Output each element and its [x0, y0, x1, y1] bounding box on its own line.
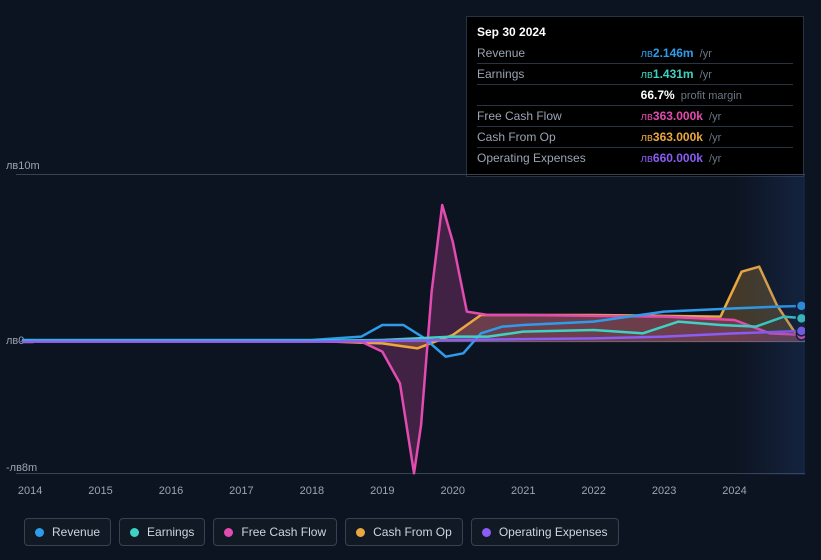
legend-label: Revenue [52, 525, 100, 539]
tooltip-row-value: 66.7% profit margin [641, 85, 793, 106]
legend-item-earnings[interactable]: Earnings [119, 518, 205, 546]
xaxis-tick: 2024 [722, 485, 746, 497]
legend-label: Earnings [147, 525, 194, 539]
data-tooltip: Sep 30 2024 Revenueлв2.146m /yrEarningsл… [466, 16, 804, 177]
legend-item-free_cash_flow[interactable]: Free Cash Flow [213, 518, 337, 546]
xaxis-tick: 2023 [652, 485, 676, 497]
legend-dot-icon [224, 528, 233, 537]
legend-dot-icon [130, 528, 139, 537]
plot-svg [16, 175, 805, 475]
legend-dot-icon [35, 528, 44, 537]
tooltip-row-label: Cash From Op [477, 127, 641, 148]
x-axis: 2014 2015 2016 2017 2018 2019 2020 2021 2022 2023… [16, 485, 805, 503]
xaxis-tick: 2019 [370, 485, 394, 497]
xaxis-tick: 2022 [581, 485, 605, 497]
legend-item-revenue[interactable]: Revenue [24, 518, 111, 546]
tooltip-row-label: Free Cash Flow [477, 106, 641, 127]
xaxis-tick: 2020 [441, 485, 465, 497]
xaxis-tick: 2015 [88, 485, 112, 497]
legend-dot-icon [482, 528, 491, 537]
tooltip-row-label: Earnings [477, 64, 641, 85]
tooltip-table: Revenueлв2.146m /yrEarningsлв1.431m /yr6… [477, 43, 793, 168]
tooltip-row-value: лв2.146m /yr [641, 43, 793, 64]
legend-label: Cash From Op [373, 525, 452, 539]
tooltip-date: Sep 30 2024 [477, 25, 793, 43]
xaxis-tick: 2017 [229, 485, 253, 497]
tooltip-row: Free Cash Flowлв363.000k /yr [477, 106, 793, 127]
xaxis-tick: 2014 [18, 485, 42, 497]
tooltip-row: Earningsлв1.431m /yr [477, 64, 793, 85]
legend-dot-icon [356, 528, 365, 537]
legend-label: Operating Expenses [499, 525, 608, 539]
xaxis-tick: 2016 [159, 485, 183, 497]
chart [16, 160, 805, 500]
legend-item-cash_from_op[interactable]: Cash From Op [345, 518, 463, 546]
tooltip-row-label [477, 85, 641, 106]
xaxis-tick: 2021 [511, 485, 535, 497]
legend-label: Free Cash Flow [241, 525, 326, 539]
tooltip-row-value: лв1.431m /yr [641, 64, 793, 85]
tooltip-row: 66.7% profit margin [477, 85, 793, 106]
legend: Revenue Earnings Free Cash Flow Cash From O… [24, 518, 619, 546]
legend-item-operating_expenses[interactable]: Operating Expenses [471, 518, 619, 546]
tooltip-row-label: Revenue [477, 43, 641, 64]
tooltip-row-value: лв363.000k /yr [641, 106, 793, 127]
plot-area[interactable] [16, 174, 805, 474]
tooltip-row: Revenueлв2.146m /yr [477, 43, 793, 64]
tooltip-row-value: лв363.000k /yr [641, 127, 793, 148]
tooltip-row: Cash From Opлв363.000k /yr [477, 127, 793, 148]
xaxis-tick: 2018 [300, 485, 324, 497]
